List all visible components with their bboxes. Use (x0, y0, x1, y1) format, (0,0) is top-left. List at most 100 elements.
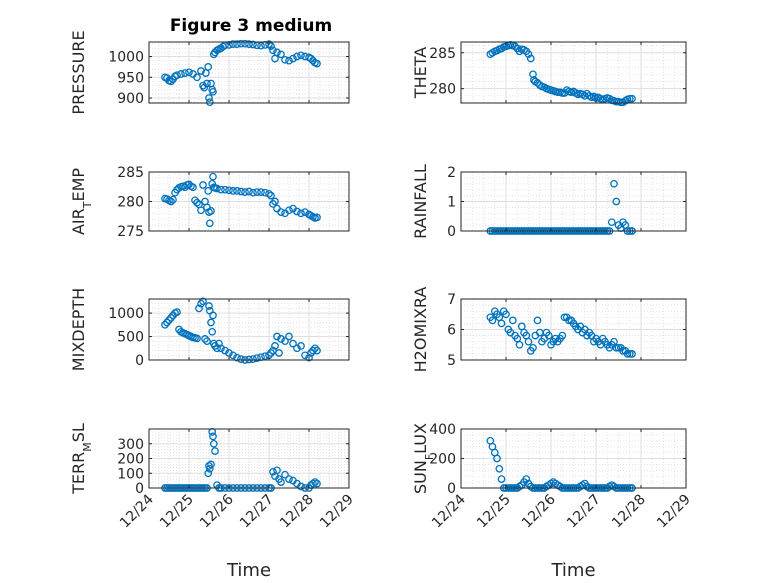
data-point (229, 351, 237, 360)
data-point (197, 67, 205, 75)
y-tick-label: 400 (429, 422, 456, 438)
data-point (169, 195, 177, 204)
data-point (199, 181, 207, 189)
data-point (497, 319, 506, 328)
data-point (285, 475, 293, 483)
data-point (233, 40, 241, 48)
data-point (311, 478, 319, 486)
data-point (189, 183, 197, 192)
data-point (508, 316, 517, 325)
data-point (205, 464, 214, 473)
data-point (265, 189, 273, 198)
y-axis-label: TERRMSL (69, 423, 94, 495)
data-point (313, 59, 321, 68)
data-point (207, 460, 215, 469)
data-point (297, 51, 305, 60)
data-point (201, 335, 209, 343)
data-point (167, 197, 175, 206)
data-point (275, 349, 283, 357)
data-point (211, 447, 219, 455)
data-point (515, 340, 524, 349)
data-point (313, 213, 321, 222)
data-point (269, 46, 277, 55)
data-point (511, 42, 519, 51)
data-point (616, 98, 625, 107)
y-tick-label: 0 (135, 481, 144, 497)
data-point (307, 54, 315, 63)
data-point (281, 55, 289, 64)
data-point (313, 479, 321, 488)
data-point (177, 70, 185, 78)
data-point (612, 343, 621, 352)
data-point (301, 208, 309, 216)
data-point (277, 208, 285, 216)
data-point (193, 73, 201, 82)
data-point (544, 331, 553, 340)
data-point (285, 206, 293, 215)
data-point (193, 334, 201, 343)
data-point (253, 188, 261, 196)
data-point (271, 197, 279, 206)
data-point (217, 185, 225, 194)
y-tick-label: 200 (117, 452, 144, 468)
data-point (205, 219, 214, 228)
data-point (209, 439, 218, 448)
subplot-6: 5 6 7 H2OMIXRA (411, 287, 687, 372)
y-tick-label: 950 (117, 70, 144, 86)
data-point (628, 350, 636, 358)
data-point (273, 48, 281, 57)
data-point (526, 54, 535, 63)
data-point (253, 354, 261, 362)
data-point (293, 344, 301, 353)
data-point (257, 188, 265, 196)
data-point (203, 337, 211, 346)
data-point (265, 40, 273, 48)
data-point (273, 466, 281, 475)
data-point (267, 42, 275, 50)
data-point (277, 335, 285, 343)
data-series (161, 39, 321, 107)
y-axis-label: RAINFALL (411, 164, 430, 239)
data-point (271, 342, 279, 350)
data-point (205, 302, 213, 310)
data-point (625, 94, 634, 103)
data-series (486, 41, 636, 107)
data-point (213, 184, 221, 193)
data-point (193, 198, 201, 207)
data-point (277, 50, 285, 59)
data-point (305, 353, 313, 362)
data-point (173, 71, 181, 80)
data-point (495, 464, 504, 473)
data-point (215, 339, 223, 348)
y-tick-label: 1000 (108, 50, 144, 66)
data-point (497, 475, 506, 483)
data-point (241, 39, 249, 48)
axes-box (148, 41, 350, 104)
data-point (285, 332, 293, 341)
y-tick-label: 2 (447, 165, 456, 181)
data-point (173, 308, 181, 316)
data-point (309, 346, 317, 355)
data-point (533, 316, 542, 325)
data-point (297, 342, 305, 350)
data-point (293, 207, 301, 216)
y-tick-label: 1000 (108, 306, 144, 322)
data-point (167, 77, 175, 86)
data-point (229, 40, 237, 48)
data-point (249, 40, 257, 49)
data-point (233, 187, 241, 195)
data-point (558, 331, 567, 340)
data-series (486, 307, 636, 358)
data-point (281, 470, 289, 479)
data-point (209, 172, 217, 181)
data-point (277, 478, 285, 486)
data-point (289, 339, 297, 348)
data-point (204, 63, 213, 71)
data-point (289, 54, 297, 63)
data-point (261, 352, 269, 361)
data-point (237, 355, 245, 363)
data-point (203, 79, 211, 88)
data-point (245, 187, 253, 196)
